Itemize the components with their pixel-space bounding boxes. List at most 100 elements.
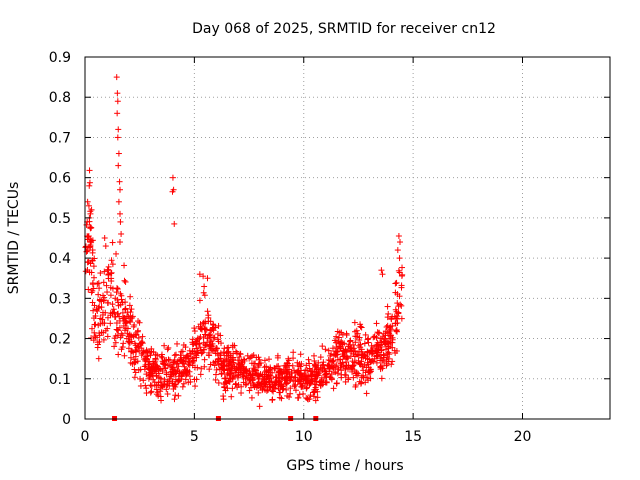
data-point	[357, 323, 364, 330]
data-point	[123, 318, 130, 325]
data-point	[308, 373, 315, 380]
data-point	[177, 357, 184, 364]
data-point	[161, 360, 168, 367]
data-point	[120, 340, 127, 347]
data-point	[115, 351, 122, 358]
data-point	[285, 355, 292, 362]
data-point	[229, 356, 236, 363]
data-point	[114, 326, 121, 333]
plot-frame	[84, 56, 611, 420]
data-point	[352, 383, 359, 390]
x-tick-label: 10	[295, 429, 313, 445]
data-point	[287, 385, 294, 392]
data-point	[114, 98, 121, 105]
data-point	[113, 320, 120, 327]
y-tick-labels: 0 0.1 0.2 0.3 0.4 0.5 0.6 0.7 0.8 0.9	[49, 50, 71, 428]
x-axis-label: GPS time / hours	[286, 458, 403, 474]
data-point	[183, 354, 190, 361]
data-point	[169, 188, 176, 195]
data-point	[210, 359, 217, 366]
data-point	[354, 369, 361, 376]
data-point	[265, 356, 272, 363]
data-point	[294, 377, 301, 384]
data-point	[146, 369, 153, 376]
data-point	[291, 367, 298, 374]
data-point	[344, 355, 351, 362]
data-point	[339, 351, 346, 358]
data-point	[312, 384, 319, 391]
data-point	[320, 374, 327, 381]
data-point	[134, 327, 141, 334]
data-point	[110, 306, 117, 313]
data-point	[103, 282, 110, 289]
data-point	[104, 333, 111, 340]
data-point	[379, 357, 386, 364]
data-point	[273, 374, 280, 381]
data-point	[395, 267, 402, 274]
data-point	[374, 329, 381, 336]
data-point	[134, 358, 141, 365]
data-point	[332, 369, 339, 376]
data-point	[175, 373, 182, 380]
data-point	[216, 352, 223, 359]
data-point	[340, 353, 347, 360]
data-point	[111, 343, 118, 350]
data-point	[172, 370, 179, 377]
data-point	[91, 321, 98, 328]
data-point	[358, 324, 365, 331]
data-point	[164, 346, 171, 353]
data-point	[218, 340, 225, 347]
data-point	[360, 367, 367, 374]
data-point	[202, 318, 209, 325]
data-point	[122, 306, 129, 313]
data-point	[104, 325, 111, 332]
data-point	[131, 322, 138, 329]
data-point	[113, 250, 120, 257]
data-point	[303, 377, 310, 384]
data-point	[120, 322, 127, 329]
data-point	[119, 332, 126, 339]
data-point	[128, 334, 135, 341]
data-point	[115, 198, 122, 205]
data-point	[175, 392, 182, 399]
data-point	[117, 186, 123, 193]
data-point	[83, 248, 90, 255]
data-point	[337, 343, 344, 350]
data-point	[330, 358, 337, 365]
data-point	[326, 368, 333, 375]
data-point	[118, 230, 125, 237]
data-point	[256, 356, 263, 363]
data-point	[214, 331, 221, 338]
data-point	[135, 343, 142, 350]
data-point	[181, 363, 188, 370]
data-point	[121, 327, 128, 334]
data-point	[117, 290, 124, 297]
data-point	[247, 370, 254, 377]
data-point	[94, 307, 101, 314]
data-point	[114, 110, 121, 117]
data-point	[171, 220, 178, 227]
data-point	[170, 359, 177, 366]
data-point	[200, 273, 207, 280]
data-point	[347, 353, 354, 360]
data-point	[169, 174, 176, 181]
data-point	[283, 386, 290, 393]
data-point	[191, 376, 198, 383]
data-point	[320, 359, 327, 366]
data-point	[255, 354, 262, 361]
data-point	[297, 363, 304, 370]
data-point	[232, 369, 239, 376]
data-point	[349, 368, 356, 375]
data-point	[306, 360, 313, 367]
data-point	[218, 364, 225, 371]
data-point	[323, 378, 330, 385]
data-point	[399, 264, 406, 271]
data-point	[238, 390, 245, 397]
data-point	[374, 349, 381, 356]
data-point	[282, 368, 289, 375]
data-point	[312, 397, 319, 404]
data-point	[240, 379, 247, 386]
data-point	[132, 369, 139, 376]
data-point	[121, 277, 128, 284]
grid-lines	[85, 57, 610, 419]
